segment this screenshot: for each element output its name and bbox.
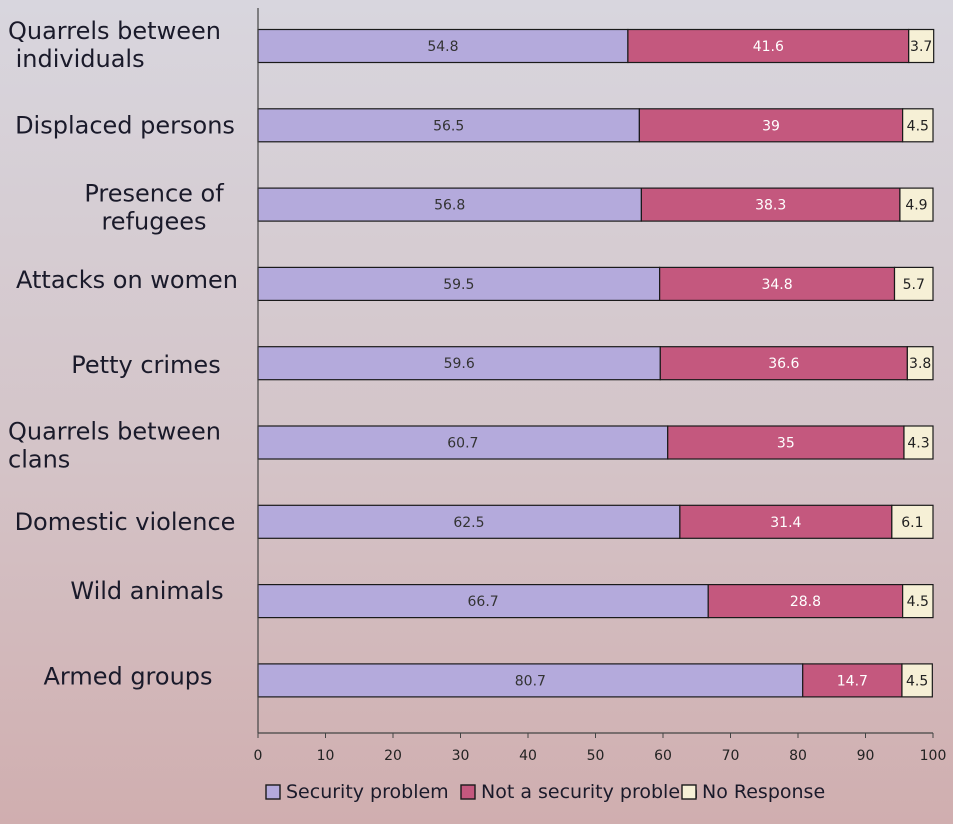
- x-tick-label-50: 50: [587, 748, 605, 764]
- category-label-8: Wild animals: [70, 577, 223, 605]
- data-label-1-row-4: 59.5: [443, 277, 474, 293]
- legend-label-3: No Response: [702, 781, 825, 803]
- data-label-3-row-7: 6.1: [901, 515, 923, 531]
- data-label-2-row-7: 31.4: [770, 515, 801, 531]
- category-label-6: Quarrels between clans: [8, 418, 221, 474]
- bar-segment-2-row-2: [638, 108, 904, 143]
- legend-swatch-1: [265, 784, 281, 800]
- category-label-5: Petty crimes: [71, 351, 220, 379]
- bar-segment-2-row-5: [659, 346, 908, 381]
- x-tick-label-100: 100: [920, 748, 947, 764]
- bar-segment-1-row-7: [257, 504, 681, 539]
- data-label-1-row-6: 60.7: [447, 436, 478, 452]
- bar-segment-3-row-2: [902, 108, 934, 143]
- category-label-9: Armed groups: [43, 662, 212, 690]
- bar-segment-3-row-3: [899, 187, 934, 222]
- bar-segment-3-row-9: [901, 663, 933, 698]
- bar-segment-3-row-8: [902, 583, 934, 619]
- x-tick-label-30: 30: [452, 748, 470, 764]
- axes: 0 10 20 30 40 50 60 70 80 90 100: [254, 8, 947, 764]
- x-tick-label-20: 20: [384, 748, 402, 764]
- bar-segment-3-row-5: [906, 346, 934, 381]
- category-label-2: Displaced persons: [15, 111, 235, 139]
- category-label-1: Quarrels between individuals: [8, 17, 221, 73]
- data-label-3-row-6: 4.3: [907, 436, 929, 452]
- legend-swatch-3: [681, 784, 697, 800]
- bar-segment-3-row-1: [908, 28, 935, 64]
- bar-segment-3-row-6: [903, 425, 934, 460]
- data-label-2-row-4: 34.8: [761, 277, 792, 293]
- category-labels: Quarrels between individuals Displaced pe…: [8, 17, 238, 690]
- data-label-1-row-2: 56.5: [433, 118, 464, 134]
- data-label-3-row-1: 3.7: [910, 39, 932, 55]
- data-label-2-row-8: 28.8: [790, 594, 821, 610]
- legend-label-2: Not a security problem: [481, 781, 699, 803]
- data-label-1-row-5: 59.6: [444, 356, 475, 372]
- x-tick-label-40: 40: [519, 748, 537, 764]
- data-label-2-row-9: 14.7: [837, 673, 868, 689]
- bar-segment-1-row-9: [257, 663, 804, 698]
- data-label-2-row-1: 41.6: [753, 39, 784, 55]
- x-tick-label-70: 70: [722, 748, 740, 764]
- bar-segment-1-row-3: [257, 187, 642, 222]
- bar-segment-2-row-8: [707, 583, 904, 619]
- data-label-1-row-3: 56.8: [434, 198, 465, 214]
- bar-segment-1-row-4: [257, 266, 661, 301]
- data-label-3-row-8: 4.5: [907, 594, 929, 610]
- bar-segment-1-row-8: [257, 583, 709, 619]
- data-label-1-row-8: 66.7: [468, 594, 499, 610]
- legend: Security problem Not a security problem No…: [265, 781, 825, 803]
- bar-segment-3-row-4: [893, 266, 934, 301]
- data-label-3-row-4: 5.7: [903, 277, 925, 293]
- bar-segment-3-row-7: [891, 504, 934, 539]
- x-tick-label-90: 90: [857, 748, 875, 764]
- bar-segment-2-row-6: [667, 425, 905, 460]
- data-label-1-row-7: 62.5: [453, 515, 484, 531]
- bar-segment-1-row-1: [257, 28, 629, 64]
- x-tick-label-0: 0: [254, 748, 263, 764]
- category-label-7: Domestic violence: [15, 508, 236, 536]
- bar-segment-2-row-7: [679, 504, 893, 539]
- bar-segment-2-row-3: [640, 187, 901, 222]
- legend-swatch-2: [460, 784, 476, 800]
- bar-segment-2-row-1: [627, 28, 910, 64]
- data-label-2-row-3: 38.3: [755, 198, 786, 214]
- category-label-4: Attacks on women: [16, 266, 238, 294]
- x-tick-label-60: 60: [654, 748, 672, 764]
- data-label-2-row-5: 36.6: [768, 356, 799, 372]
- data-label-3-row-3: 4.9: [905, 198, 927, 214]
- data-label-3-row-2: 4.5: [907, 118, 929, 134]
- data-label-2-row-2: 39: [762, 118, 780, 134]
- data-label-1-row-9: 80.7: [515, 673, 546, 689]
- data-label-3-row-5: 3.8: [909, 356, 931, 372]
- data-label-1-row-1: 54.8: [427, 39, 458, 55]
- category-label-3: Presence of refugees: [84, 180, 224, 236]
- x-tick-label-10: 10: [317, 748, 335, 764]
- bars: 54.8 41.6 3.7 56.5 39 4.5 56.8 38.3 4.9 59.5 34.8 5…: [257, 28, 935, 698]
- data-label-2-row-6: 35: [777, 436, 795, 452]
- bar-segment-1-row-5: [257, 346, 661, 381]
- x-tick-label-80: 80: [789, 748, 807, 764]
- legend-label-1: Security problem: [286, 781, 449, 803]
- data-label-3-row-9: 4.5: [906, 673, 928, 689]
